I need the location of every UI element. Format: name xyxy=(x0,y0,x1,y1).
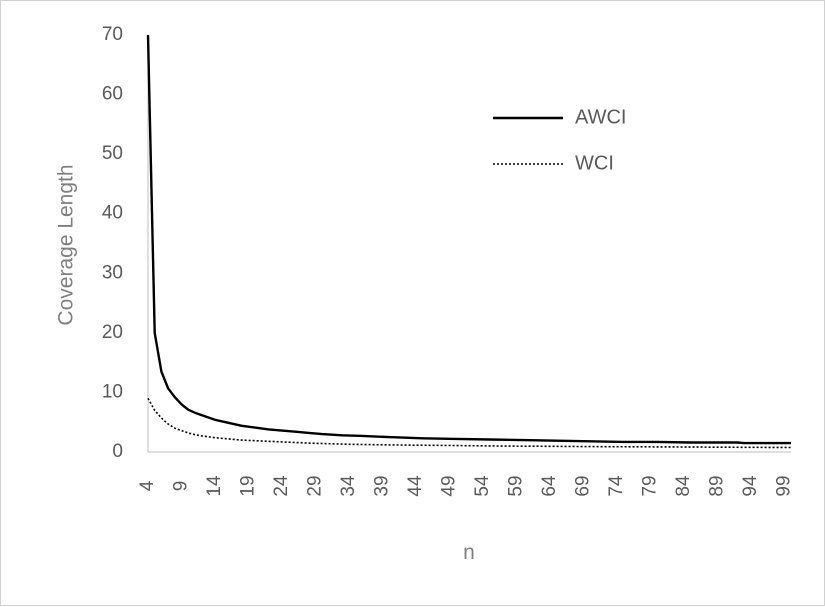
x-tick-label: 19 xyxy=(237,475,258,496)
x-axis-title: n xyxy=(463,541,475,564)
x-tick-label: 99 xyxy=(773,475,794,496)
y-tick-label: 50 xyxy=(102,143,123,164)
series-line-wci xyxy=(147,398,792,449)
y-tick-label: 30 xyxy=(102,262,123,283)
series-line-awci xyxy=(146,34,791,445)
x-tick-label: 84 xyxy=(673,475,694,497)
x-tick-label: 49 xyxy=(438,475,459,496)
x-tick-label: 69 xyxy=(572,475,593,496)
y-tick-label: 70 xyxy=(102,24,123,45)
x-tick-label: 29 xyxy=(304,475,325,496)
x-tick-label: 39 xyxy=(371,475,392,496)
x-tick-label: 4 xyxy=(137,480,158,491)
legend: AWCI WCI xyxy=(493,106,626,174)
x-tick-label: 24 xyxy=(271,475,292,497)
y-tick-label: 40 xyxy=(102,203,123,224)
legend-label-awci: AWCI xyxy=(575,106,626,128)
x-tick-label: 74 xyxy=(606,475,627,497)
x-tick-label: 79 xyxy=(639,475,660,496)
y-axis-title: Coverage Length xyxy=(55,164,78,325)
y-tick-label: 0 xyxy=(112,441,123,462)
x-tick-label: 9 xyxy=(171,481,192,492)
x-tick-label: 34 xyxy=(338,475,359,497)
y-tick-label: 60 xyxy=(102,84,123,105)
y-tick-label: 20 xyxy=(102,322,123,343)
x-tick-label: 44 xyxy=(405,475,426,497)
x-tick-label: 54 xyxy=(472,475,493,497)
x-tick-label: 64 xyxy=(539,475,560,497)
y-tick-label: 10 xyxy=(102,381,123,402)
x-tick-label: 59 xyxy=(505,475,526,496)
legend-label-wci: WCI xyxy=(575,152,614,174)
x-tick-label: 89 xyxy=(706,475,727,496)
x-tick-label: 14 xyxy=(204,475,225,497)
x-tick-label: 94 xyxy=(740,475,761,497)
